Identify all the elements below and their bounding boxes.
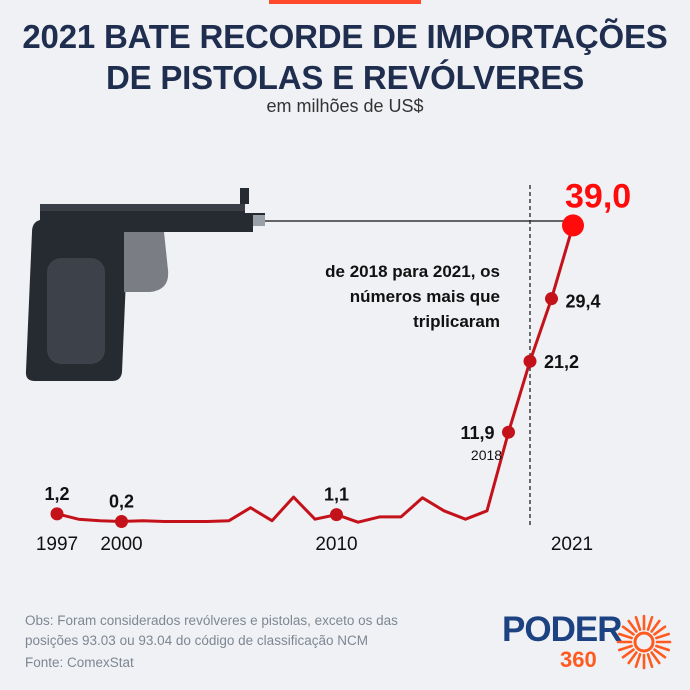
data-label-2018: 11,9 <box>460 423 494 443</box>
logo-wordmark: PODER <box>502 610 622 649</box>
data-label-2019: 21,2 <box>544 352 579 372</box>
data-marker-2021-highlight <box>562 214 584 237</box>
poder360-logo: PODER 360 <box>502 612 672 672</box>
x-tick-label-2000: 2000 <box>100 534 142 555</box>
data-marker-2020 <box>545 292 558 306</box>
top-accent-bar <box>269 0 421 4</box>
footnote-obs-line-1: Obs: Foram considerados revólveres e pis… <box>25 613 398 628</box>
annotation-line-1: de 2018 para 2021, os <box>325 262 500 281</box>
x-axis-tick-labels: 1997 2000 2010 2021 2018 <box>36 447 593 555</box>
series-line <box>56 224 575 524</box>
chart-subtitle: em milhões de US$ <box>266 96 424 116</box>
data-label-2021: 39,0 <box>565 177 631 215</box>
data-marker-1997 <box>50 507 64 521</box>
annotation-line-2: números mais que <box>350 287 500 306</box>
logo-number: 360 <box>560 647 597 672</box>
pistol-icon <box>25 188 266 381</box>
chart-title-line-1: 2021 BATE RECORDE DE IMPORTAÇÕES <box>22 18 668 55</box>
data-label-2010: 1,1 <box>324 485 349 505</box>
x-tick-label-1997: 1997 <box>36 534 78 555</box>
x-tick-label-2010: 2010 <box>315 534 357 555</box>
data-label-2000: 0,2 <box>109 491 134 511</box>
data-marker-2010 <box>330 508 343 522</box>
data-label-2020: 29,4 <box>566 292 601 312</box>
footnote-obs-line-2: posições 93.03 ou 93.04 do código de cla… <box>25 633 368 648</box>
sun-burst-icon <box>616 614 672 670</box>
data-marker-2018 <box>502 425 515 439</box>
footnote-obs: Obs: Foram considerados revólveres e pis… <box>25 611 475 651</box>
chart-title: 2021 BATE RECORDE DE IMPORTAÇÕES DE PIST… <box>0 16 690 98</box>
data-labels: 1,2 0,2 1,1 11,9 21,2 29,4 39,0 <box>44 177 631 511</box>
data-marker-2019 <box>523 354 537 368</box>
footnote-source: Fonte: ComexStat <box>25 655 134 670</box>
x-tick-label-2021: 2021 <box>551 534 593 555</box>
x-tick-label-2018: 2018 <box>471 447 502 463</box>
data-marker-2000 <box>115 514 128 528</box>
chart-title-line-2: DE PISTOLAS E REVÓLVERES <box>105 59 585 96</box>
annotation-line-3: triplicaram <box>413 312 500 331</box>
data-label-1997: 1,2 <box>44 484 69 504</box>
data-markers <box>50 214 584 528</box>
